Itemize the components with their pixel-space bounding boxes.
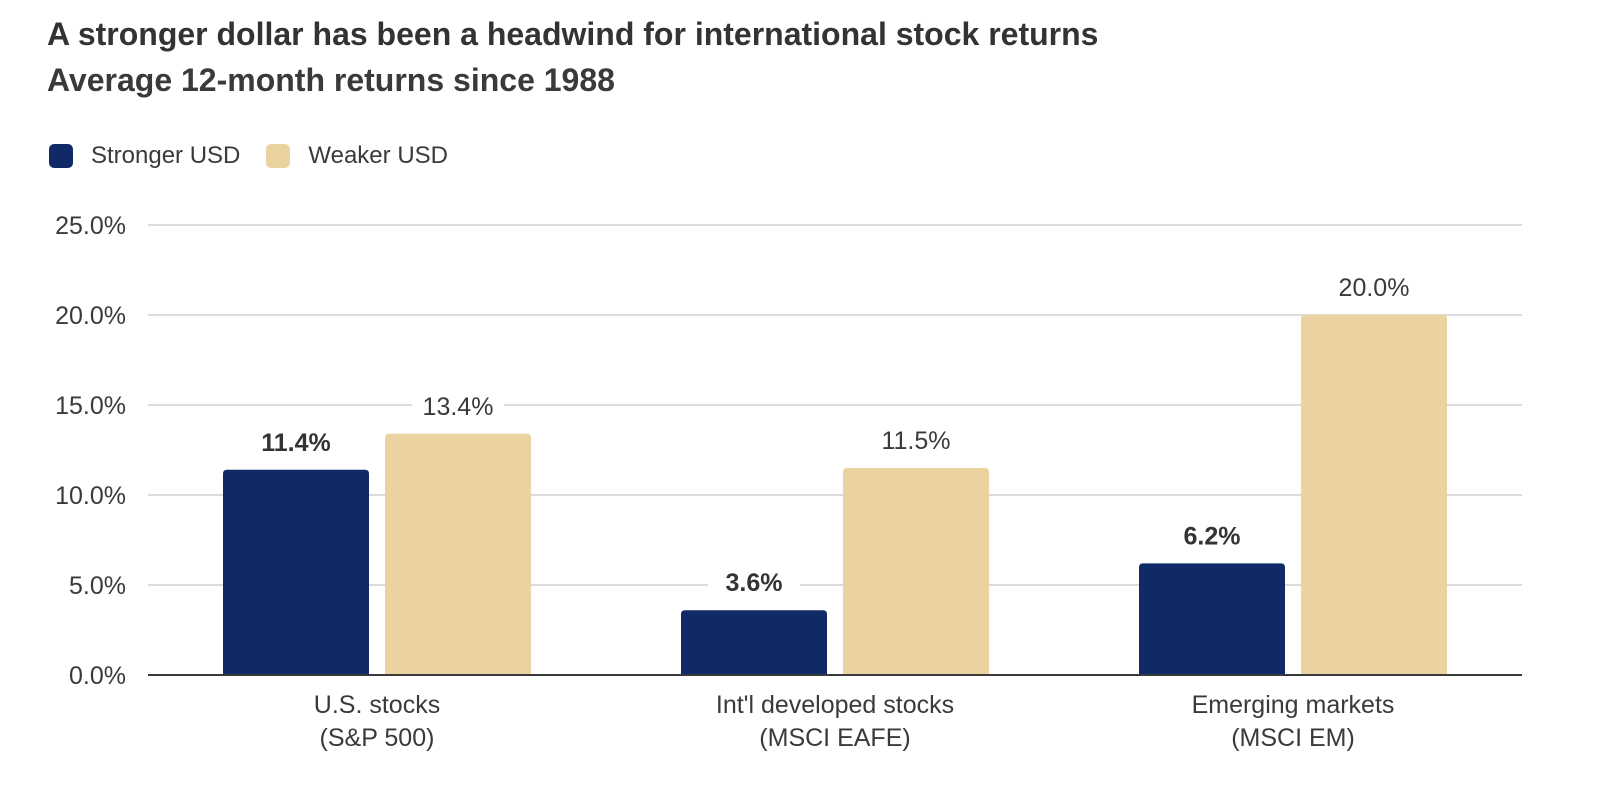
- chart-legend: Stronger USD Weaker USD: [49, 142, 474, 170]
- y-tick-label: 10.0%: [55, 482, 126, 510]
- legend-item-stronger-usd: Stronger USD: [49, 142, 240, 170]
- data-label: 11.5%: [881, 427, 950, 455]
- x-category-label: (S&P 500): [320, 724, 435, 752]
- chart-subtitle: Average 12-month returns since 1988: [47, 62, 615, 98]
- data-label: 3.6%: [726, 569, 783, 597]
- bar-weaker-usd: [385, 433, 531, 675]
- legend-label-stronger-usd: Stronger USD: [91, 142, 241, 169]
- x-category-label: (MSCI EM): [1231, 724, 1355, 752]
- y-tick-label: 15.0%: [55, 392, 126, 420]
- y-tick-label: 5.0%: [69, 572, 126, 600]
- data-label: 20.0%: [1339, 274, 1410, 302]
- legend-swatch-stronger-usd: [49, 144, 73, 168]
- bar-weaker-usd: [1301, 315, 1447, 675]
- legend-label-weaker-usd: Weaker USD: [308, 142, 448, 169]
- legend-swatch-weaker-usd: [266, 144, 291, 168]
- bar-stronger-usd: [1139, 563, 1285, 675]
- data-label: 13.4%: [423, 393, 494, 421]
- x-category-label: U.S. stocks: [314, 691, 440, 719]
- bar-stronger-usd: [681, 610, 827, 675]
- y-tick-label: 20.0%: [55, 302, 126, 330]
- data-label: 6.2%: [1184, 522, 1241, 550]
- bar-stronger-usd: [223, 469, 369, 675]
- x-category-label: Int'l developed stocks: [716, 691, 954, 719]
- bar-weaker-usd: [843, 468, 989, 675]
- y-tick-label: 25.0%: [55, 212, 126, 240]
- chart-title: A stronger dollar has been a headwind fo…: [47, 16, 1099, 52]
- x-category-label: Emerging markets: [1192, 691, 1395, 719]
- data-label: 11.4%: [261, 429, 331, 457]
- x-category-label: (MSCI EAFE): [759, 724, 910, 752]
- legend-item-weaker-usd: Weaker USD: [266, 142, 448, 170]
- y-tick-label: 0.0%: [69, 662, 126, 690]
